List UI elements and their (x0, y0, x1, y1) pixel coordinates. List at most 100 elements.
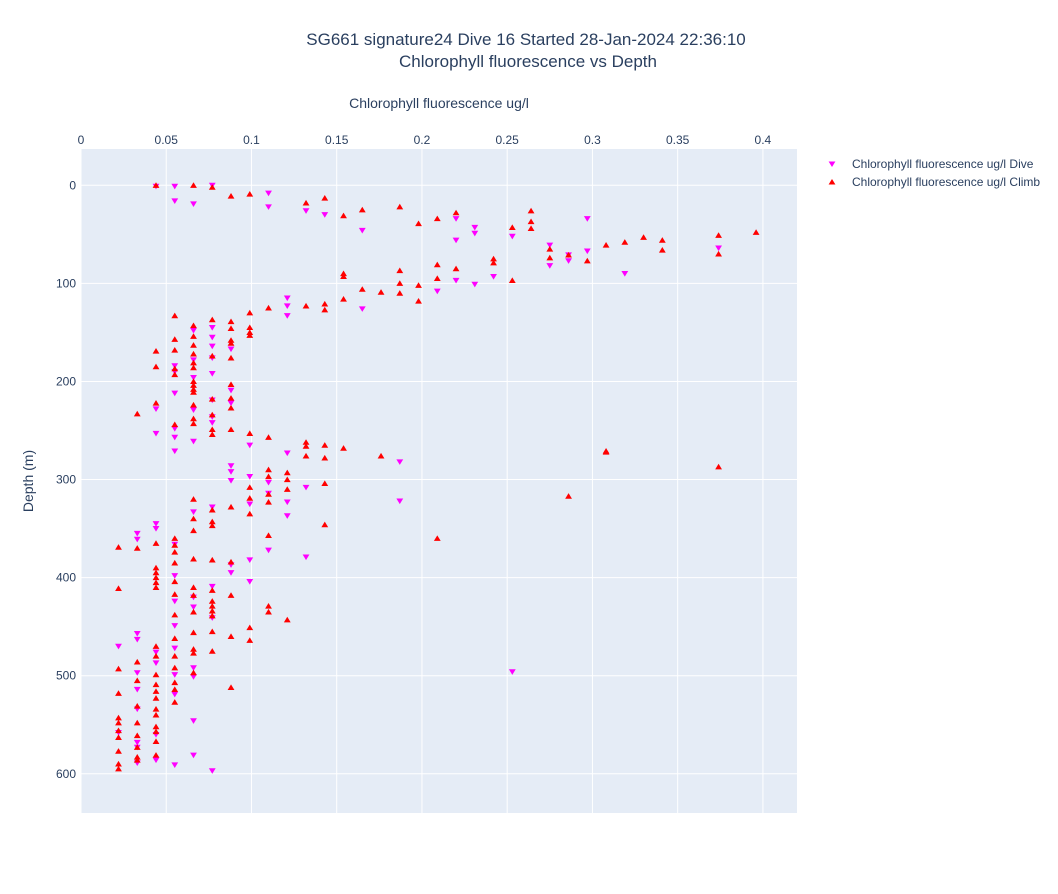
data-point (133, 636, 141, 643)
data-point (227, 426, 235, 433)
data-point (208, 583, 216, 590)
data-point (171, 198, 179, 205)
data-point (208, 324, 216, 331)
data-markers (115, 182, 760, 774)
data-point (583, 257, 591, 264)
data-point (133, 686, 141, 693)
data-point (190, 389, 197, 395)
data-point (508, 233, 516, 240)
data-point (396, 498, 404, 505)
data-point (171, 183, 179, 190)
data-point (152, 521, 160, 527)
data-point (152, 363, 160, 370)
data-point (190, 527, 197, 534)
data-point (133, 732, 141, 739)
data-point (433, 535, 441, 541)
data-point (227, 477, 235, 484)
data-point (133, 410, 141, 417)
data-point (171, 559, 179, 566)
data-point (415, 220, 422, 227)
data-point (190, 342, 197, 348)
data-point (190, 515, 197, 522)
data-point (115, 643, 122, 650)
legend[interactable]: Chlorophyll fluorescence ug/l Dive Chloro… (828, 157, 1041, 189)
data-point (171, 679, 179, 686)
data-point (265, 532, 272, 538)
data-point (133, 630, 141, 637)
series-climb (115, 182, 760, 772)
data-point (171, 347, 179, 353)
data-point (208, 556, 216, 563)
data-point (190, 669, 197, 676)
data-point (283, 450, 291, 457)
data-point (208, 316, 216, 323)
data-point (227, 469, 235, 475)
x-tick-label: 0.25 (496, 133, 520, 147)
data-point (171, 336, 179, 342)
legend-item-dive[interactable]: Chlorophyll fluorescence ug/l Dive (828, 157, 1034, 171)
data-point (715, 463, 722, 470)
x-axis-title: Chlorophyll fluorescence ug/l (349, 95, 529, 111)
data-point (265, 204, 272, 210)
data-point (171, 598, 179, 605)
data-point (433, 275, 441, 282)
data-point (208, 768, 216, 774)
data-point (208, 334, 216, 341)
data-point (396, 203, 404, 210)
data-point (208, 431, 216, 437)
data-point (471, 224, 479, 231)
data-point (133, 670, 141, 676)
data-point (358, 227, 366, 234)
data-point (302, 302, 310, 309)
data-point (152, 574, 160, 581)
data-point (152, 660, 160, 666)
data-point (190, 201, 197, 207)
data-point (227, 463, 235, 469)
data-point (190, 646, 197, 652)
data-point (227, 387, 235, 394)
data-point (283, 513, 291, 519)
data-point (171, 611, 179, 618)
data-point (171, 664, 179, 671)
data-point (246, 501, 254, 508)
data-point (152, 757, 160, 764)
data-point (321, 306, 329, 313)
legend-item-climb[interactable]: Chlorophyll fluorescence ug/l Climb (828, 175, 1041, 189)
data-point (358, 286, 366, 292)
data-point (640, 234, 647, 240)
data-point (190, 407, 197, 413)
data-point (396, 280, 404, 286)
data-point (433, 215, 441, 222)
data-point (171, 390, 179, 397)
data-point (171, 535, 179, 541)
data-point (565, 251, 572, 258)
data-point (621, 271, 629, 277)
data-point (171, 653, 179, 659)
data-point (171, 365, 179, 372)
data-point (227, 354, 235, 361)
data-point (152, 526, 160, 532)
data-point (133, 536, 141, 543)
data-point (171, 762, 179, 769)
data-point (227, 592, 235, 598)
data-point (508, 277, 516, 283)
data-point (190, 496, 197, 502)
legend-label: Chlorophyll fluorescence ug/l Dive (852, 157, 1034, 171)
data-point (227, 193, 235, 199)
data-point (283, 499, 291, 506)
y-tick-label: 400 (56, 571, 76, 585)
data-point (190, 364, 197, 371)
data-point (190, 592, 197, 598)
data-point (152, 182, 160, 188)
data-point (565, 493, 572, 499)
data-point (171, 312, 179, 319)
plot-area (81, 149, 797, 813)
data-point (227, 570, 235, 576)
data-point (171, 542, 179, 548)
data-point (171, 549, 179, 555)
data-point (546, 242, 554, 249)
data-point (208, 420, 216, 426)
data-point (340, 296, 347, 302)
data-point (715, 232, 722, 238)
data-point (433, 261, 441, 268)
